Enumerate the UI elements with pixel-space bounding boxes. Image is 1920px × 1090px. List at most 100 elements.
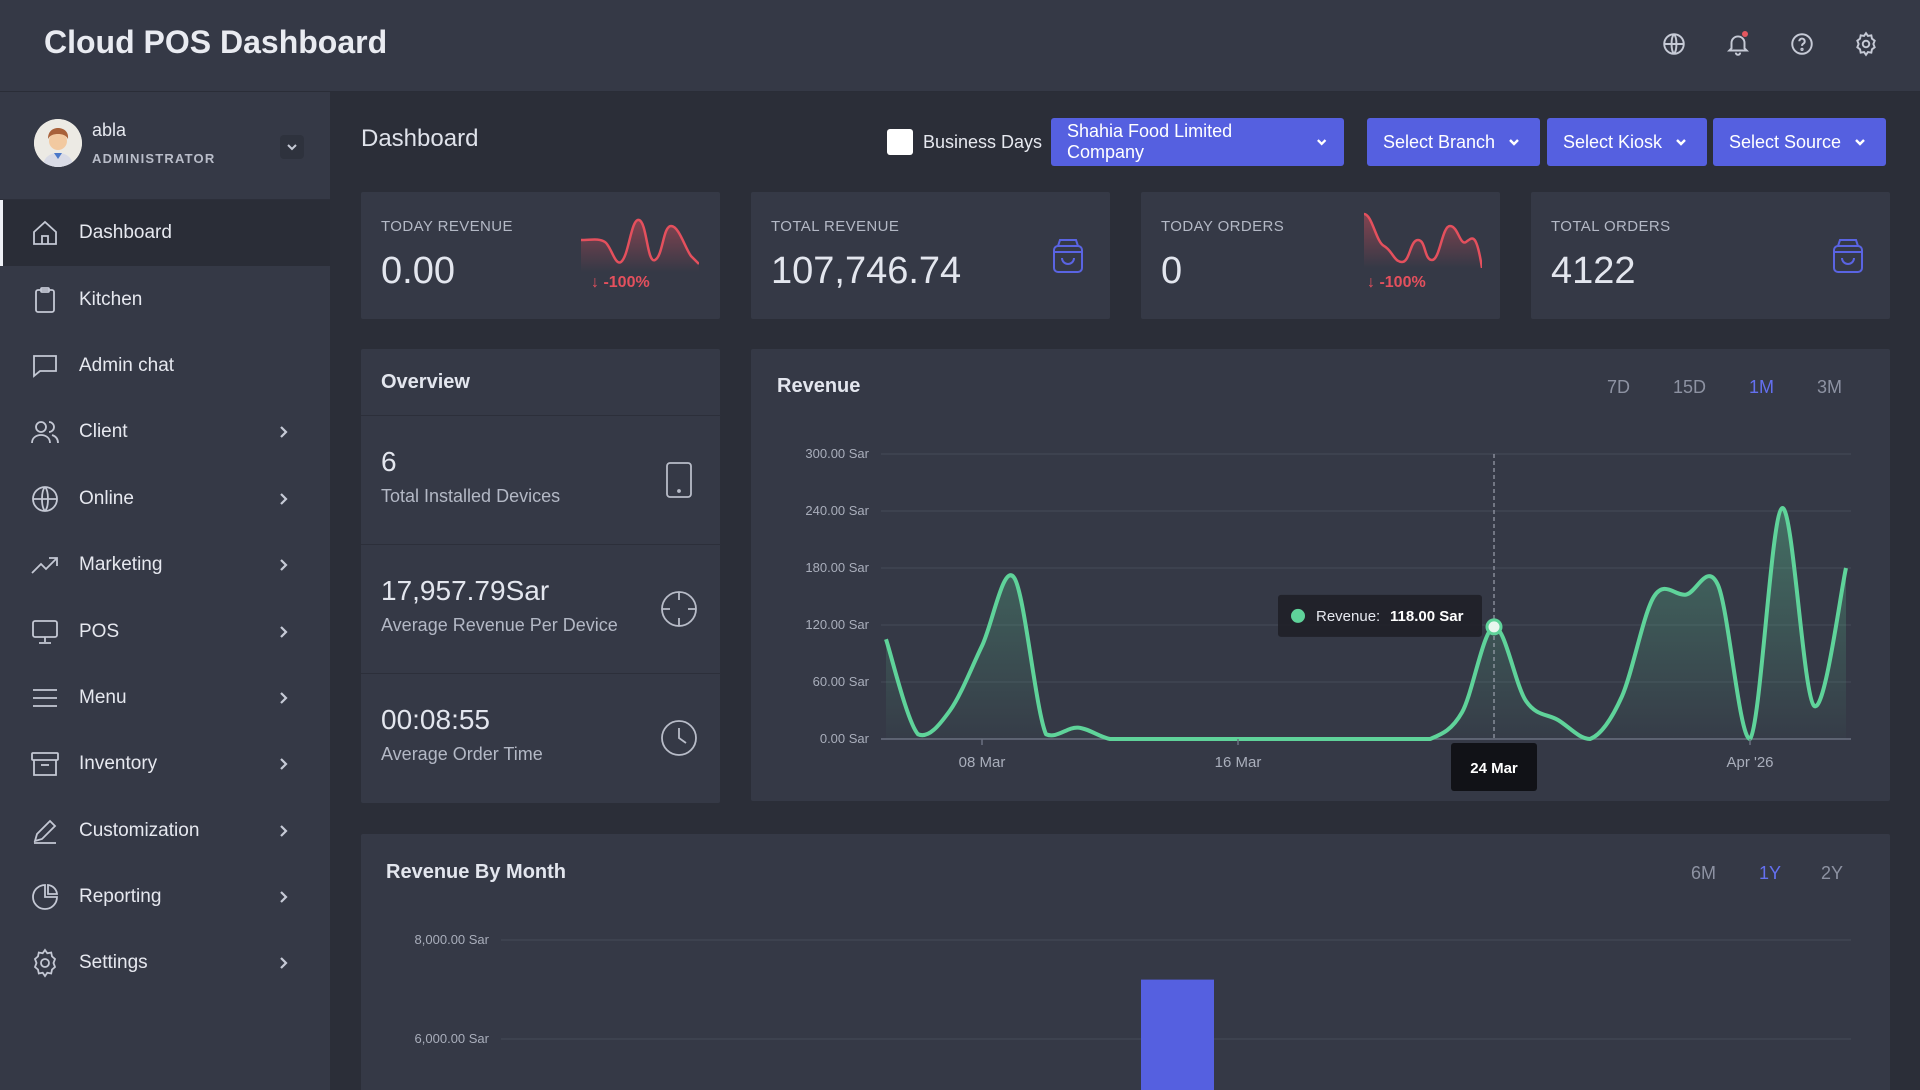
sidebar-item-menu[interactable]: Menu: [0, 665, 330, 731]
chevron-right-icon: [276, 757, 290, 771]
company-select-label: Shahia Food Limited Company: [1067, 121, 1233, 162]
stat-label: TOTAL ORDERS: [1551, 218, 1671, 235]
sidebar-item-inventory[interactable]: Inventory: [0, 731, 330, 797]
y-tick-label: 60.00 Sar: [813, 674, 870, 689]
chevron-down-icon: [287, 144, 297, 151]
chart-tooltip: [1278, 594, 1482, 637]
range-15d[interactable]: 15D: [1673, 377, 1707, 397]
tooltip-label: Revenue:: [1316, 608, 1380, 625]
sidebar-item-settings[interactable]: Settings: [0, 930, 330, 996]
sidebar-item-label: Menu: [79, 686, 127, 708]
users-icon: [30, 417, 60, 447]
globe-icon[interactable]: [1660, 30, 1688, 58]
sparkline: [1364, 212, 1482, 268]
today-revenue-card: TODAY REVENUE 0.00 ↓ -100%: [361, 192, 720, 319]
sidebar-item-kitchen[interactable]: Kitchen: [0, 266, 330, 332]
change-value: -100%: [1379, 274, 1426, 291]
stat-label: TODAY REVENUE: [381, 218, 513, 235]
sparkline: [581, 218, 699, 272]
source-select-label: Select Source: [1729, 131, 1842, 152]
sidebar-item-customization[interactable]: Customization: [0, 798, 330, 864]
stat-value: 0.00: [381, 250, 455, 292]
chevron-right-icon: [276, 492, 290, 506]
bell-icon[interactable]: [1724, 30, 1752, 58]
sidebar-item-pos[interactable]: POS: [0, 598, 330, 664]
business-days-checkbox[interactable]: Business Days: [887, 129, 1042, 155]
overview-row: 6 Total Installed Devices: [361, 415, 721, 543]
month-chart: 8,000.00 Sar 6,000.00 Sar: [415, 932, 1851, 1090]
sidebar-item-label: Settings: [79, 952, 148, 974]
stat-value: 0: [1161, 250, 1183, 292]
stat-value: 107,746.74: [771, 250, 962, 292]
change-value: -100%: [603, 274, 650, 291]
gear-icon[interactable]: [1852, 30, 1880, 58]
sidebar-item-label: POS: [79, 620, 120, 642]
pie-chart-icon: [30, 882, 60, 912]
y-tick-label: 120.00 Sar: [805, 617, 869, 632]
overview-row: 17,957.79Sar Average Revenue Per Device: [361, 544, 721, 672]
kiosk-select[interactable]: Select Kiosk: [1547, 118, 1707, 166]
monitor-icon: [30, 617, 60, 647]
sidebar-item-client[interactable]: Client: [0, 399, 330, 465]
y-tick-label: 6,000.00 Sar: [415, 1031, 490, 1046]
range-1m[interactable]: 1M: [1749, 377, 1775, 397]
revenue-chart-title: Revenue: [777, 375, 861, 397]
shopping-bag-icon: [1828, 236, 1868, 276]
crosshair-icon: [659, 589, 699, 629]
shopping-bag-icon: [1048, 236, 1088, 276]
overview-value: 6: [381, 446, 397, 477]
gear-icon: [30, 948, 60, 979]
month-chart-title: Revenue By Month: [386, 861, 567, 883]
sidebar-item-label: Marketing: [79, 554, 163, 576]
x-crosshair-label-box: [1451, 743, 1537, 791]
user-name: abla: [92, 120, 127, 140]
chevron-right-icon: [276, 956, 290, 970]
chevron-right-icon: [276, 890, 290, 904]
checkbox-box[interactable]: [887, 129, 913, 155]
sidebar-item-label: Kitchen: [79, 288, 143, 310]
y-tick-label: 300.00 Sar: [805, 446, 869, 461]
sidebar-item-label: Dashboard: [79, 222, 172, 244]
sidebar-item-reporting[interactable]: Reporting: [0, 864, 330, 930]
range-1y[interactable]: 1Y: [1759, 863, 1782, 883]
sidebar-item-label: Reporting: [79, 886, 162, 908]
chevron-right-icon: [276, 625, 290, 639]
chevron-down-icon: [1509, 139, 1519, 146]
chevron-right-icon: [276, 824, 290, 838]
sidebar-item-admin-chat[interactable]: Admin chat: [0, 333, 330, 399]
tooltip-value: 118.00 Sar: [1390, 608, 1464, 625]
x-crosshair-label: 24 Mar: [1470, 760, 1518, 777]
notification-dot: [1742, 31, 1748, 37]
chevron-right-icon: [276, 558, 290, 572]
top-bar: Cloud POS Dashboard: [0, 0, 1920, 92]
company-select[interactable]: Shahia Food Limited Company: [1051, 118, 1344, 166]
range-6m[interactable]: 6M: [1691, 863, 1717, 883]
sidebar-item-online[interactable]: Online: [0, 466, 330, 532]
revenue-by-month-card: Revenue By Month 6M 1Y 2Y 8,000.00 Sar 6,…: [361, 834, 1890, 1090]
y-tick-label: 240.00 Sar: [805, 503, 869, 518]
overview-row: 00:08:55 Average Order Time: [361, 673, 721, 801]
overview-value: 00:08:55: [381, 704, 490, 735]
source-select[interactable]: Select Source: [1713, 118, 1886, 166]
overview-label: Average Order Time: [381, 744, 543, 764]
chevron-down-icon: [1316, 139, 1326, 146]
chevron-down-icon: [1855, 139, 1865, 146]
sidebar-item-marketing[interactable]: Marketing: [0, 532, 330, 598]
sidebar-item-dashboard[interactable]: Dashboard: [0, 200, 330, 267]
chevron-down-icon: [1676, 139, 1686, 146]
branch-select[interactable]: Select Branch: [1367, 118, 1540, 166]
overview-title: Overview: [381, 371, 470, 393]
change-percent: ↓ -100%: [1367, 274, 1426, 291]
user-menu-toggle[interactable]: [280, 135, 304, 159]
chat-icon: [30, 351, 60, 381]
sidebar-item-label: Customization: [79, 819, 200, 841]
sidebar-item-label: Client: [79, 421, 128, 443]
x-tick-label: 16 Mar: [1215, 754, 1262, 771]
stat-label: TOTAL REVENUE: [771, 218, 900, 235]
help-icon[interactable]: [1788, 30, 1816, 58]
range-2y[interactable]: 2Y: [1821, 863, 1844, 883]
range-3m[interactable]: 3M: [1817, 377, 1843, 397]
pen-icon: [30, 816, 60, 846]
highlight-marker: [1485, 618, 1503, 636]
range-7d[interactable]: 7D: [1607, 377, 1631, 397]
